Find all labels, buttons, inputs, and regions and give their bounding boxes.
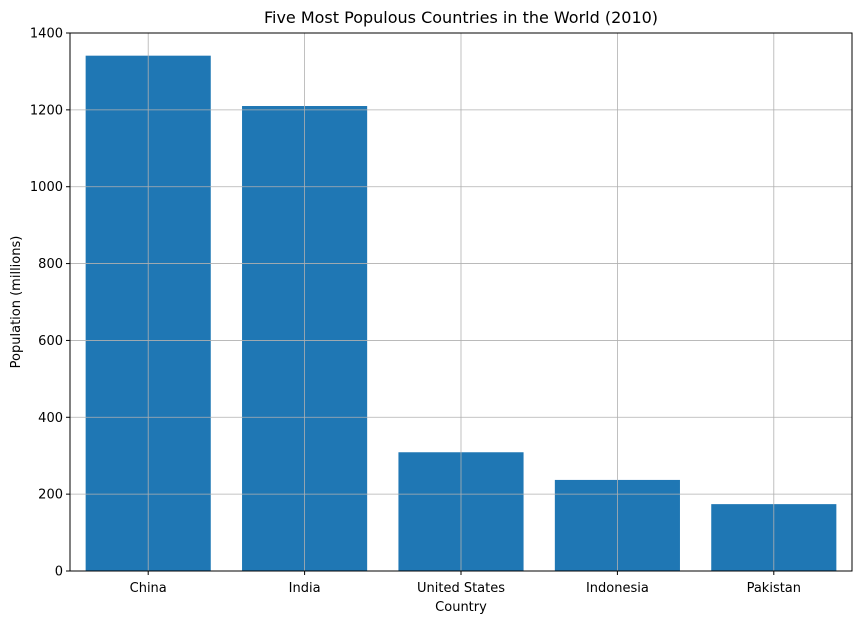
x-axis-label: Country [435, 600, 487, 615]
y-tick-label: 1200 [30, 103, 63, 118]
y-axis-ticks: 0 200 400 600 800 1000 1200 1400 [30, 27, 70, 580]
y-axis-label: Population (millions) [9, 236, 24, 369]
x-tick-label: United States [417, 581, 505, 596]
y-tick-label: 1000 [30, 180, 63, 195]
x-tick-label: India [289, 581, 321, 596]
y-tick-label: 200 [38, 488, 63, 503]
y-tick-label: 800 [38, 257, 63, 272]
x-axis-ticks: China India United States Indonesia Pakistan [130, 571, 801, 596]
x-tick-label: Indonesia [586, 581, 649, 596]
x-tick-label: China [130, 581, 167, 596]
chart-title: Five Most Populous Countries in the Worl… [264, 8, 658, 27]
y-tick-label: 400 [38, 411, 63, 426]
y-tick-label: 0 [55, 565, 63, 580]
x-tick-label: Pakistan [747, 581, 801, 596]
y-tick-label: 1400 [30, 27, 63, 42]
y-tick-label: 600 [38, 334, 63, 349]
